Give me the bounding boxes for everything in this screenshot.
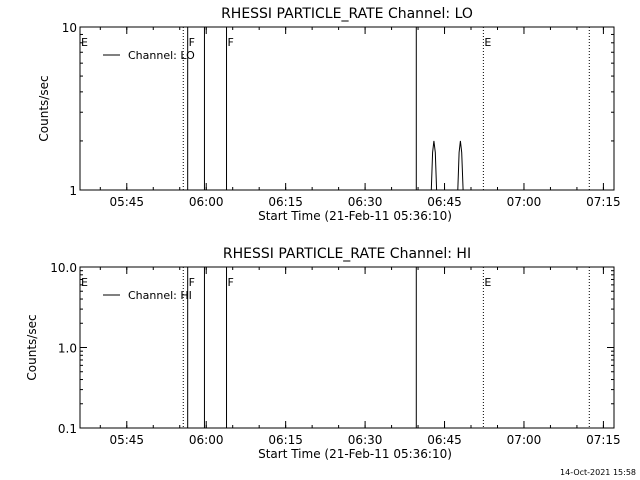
- x-tick-label: 06:45: [427, 433, 462, 447]
- event-marker-label: F: [228, 36, 234, 49]
- x-tick-label: 06:00: [189, 195, 224, 209]
- x-axis-label: Start Time (21-Feb-11 05:36:10): [258, 447, 452, 461]
- y-tick-label: 0.1: [58, 422, 77, 436]
- footer-date: 14-Oct-2021 15:58: [560, 468, 636, 477]
- chart-title: RHESSI PARTICLE_RATE Channel: LO: [221, 6, 473, 22]
- event-marker-label: F: [189, 276, 195, 289]
- event-marker-label: E: [484, 276, 491, 289]
- event-marker-label: E: [81, 36, 88, 49]
- y-tick-label: 1.0: [58, 342, 77, 356]
- event-marker-label: E: [81, 276, 88, 289]
- chart-lo: RHESSI PARTICLE_RATE Channel: LO 1 10 05:45…: [37, 6, 621, 223]
- chart-title: RHESSI PARTICLE_RATE Channel: HI: [223, 246, 471, 262]
- y-tick-label: 1: [69, 184, 77, 198]
- x-axis-label: Start Time (21-Feb-11 05:36:10): [258, 209, 452, 223]
- legend-label: Channel: HI: [128, 289, 192, 302]
- x-tick-label: 06:00: [189, 433, 224, 447]
- x-tick-label: 06:15: [268, 433, 303, 447]
- y-tick-label: 10: [62, 21, 77, 35]
- x-tick-label: 07:00: [507, 433, 542, 447]
- y-tick-label: 10.0: [50, 261, 77, 275]
- event-marker-label: E: [484, 36, 491, 49]
- x-tick-label: 06:45: [427, 195, 462, 209]
- legend-label: Channel: LO: [128, 49, 195, 62]
- x-tick-label: 05:45: [109, 195, 144, 209]
- x-tick-label: 06:30: [348, 195, 383, 209]
- event-marker-label: F: [189, 36, 195, 49]
- chart-hi: RHESSI PARTICLE_RATE Channel: HI 0.1 1.0 10…: [25, 246, 621, 461]
- x-tick-label: 07:15: [586, 433, 621, 447]
- series-line: [430, 140, 464, 191]
- y-axis-label: Counts/sec: [37, 75, 51, 141]
- x-tick-label: 06:30: [348, 433, 383, 447]
- x-tick-label: 06:15: [268, 195, 303, 209]
- y-axis-label: Counts/sec: [25, 314, 39, 380]
- x-tick-label: 07:15: [586, 195, 621, 209]
- x-tick-label: 07:00: [507, 195, 542, 209]
- x-tick-label: 05:45: [109, 433, 144, 447]
- event-marker-label: F: [228, 276, 234, 289]
